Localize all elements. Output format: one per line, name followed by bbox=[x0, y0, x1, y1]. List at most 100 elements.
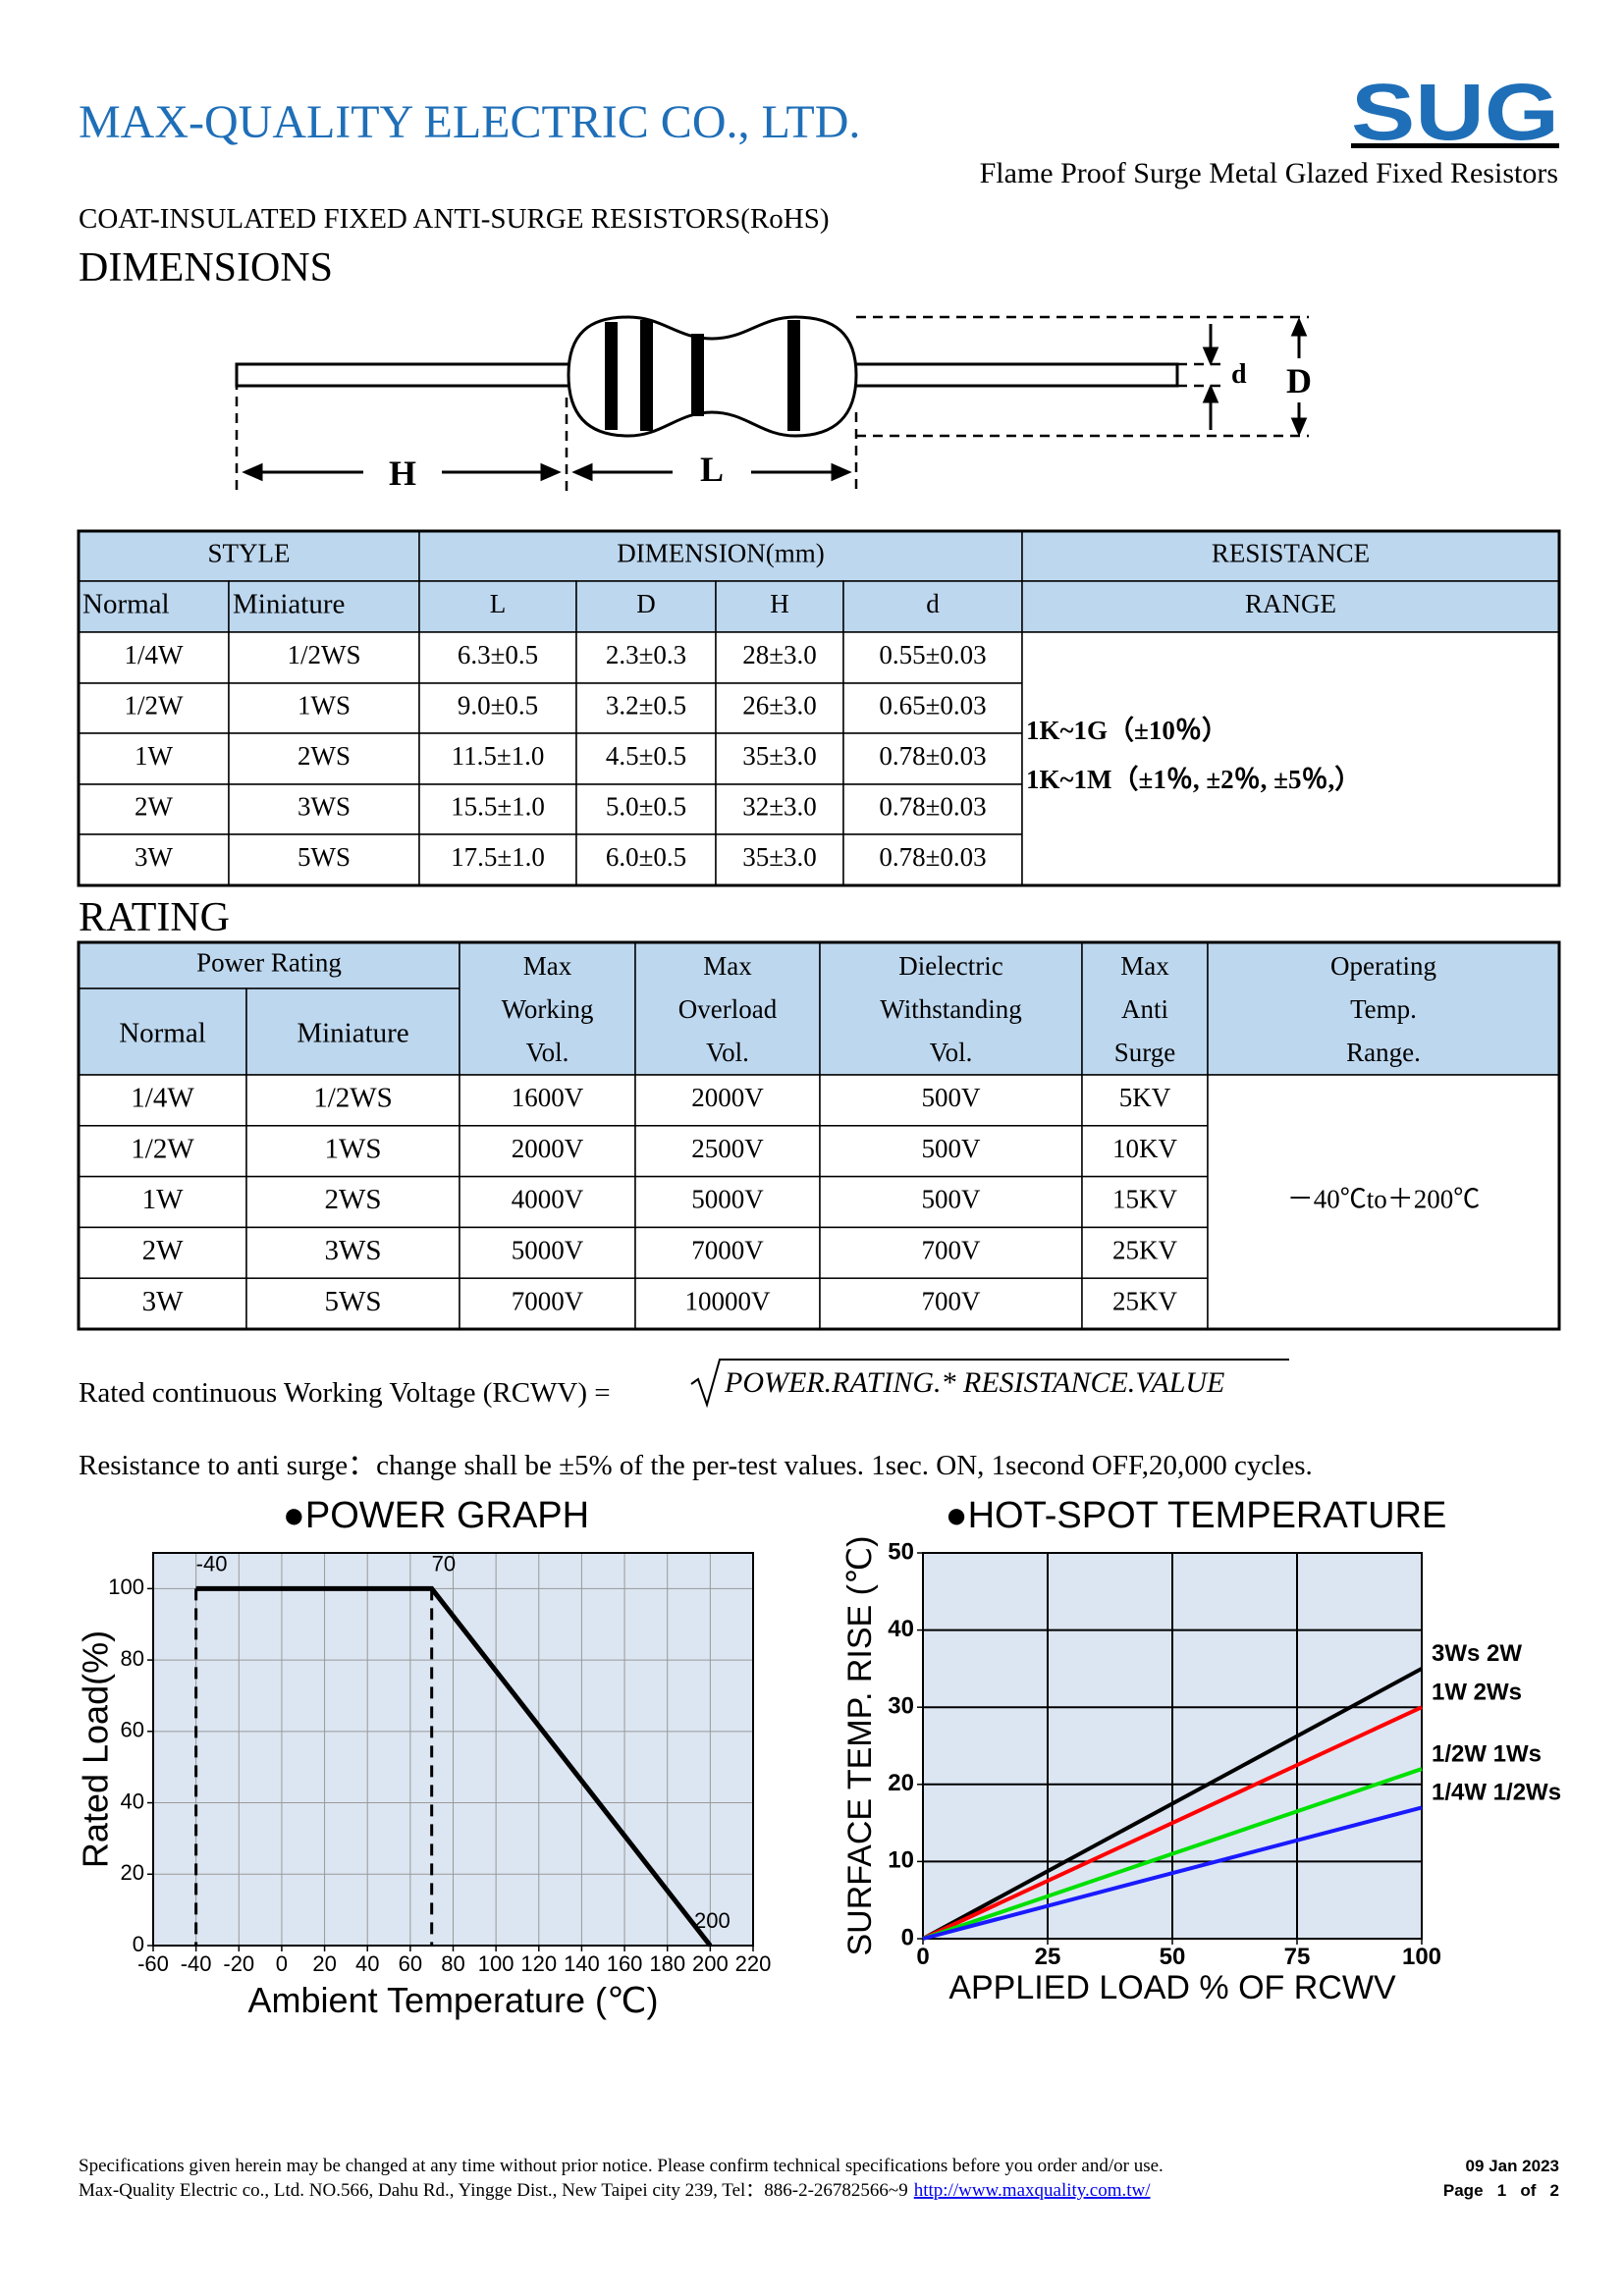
formula-lhs: Rated continuous Working Voltage (RCWV) … bbox=[79, 1377, 611, 1409]
y-tick-label: 100 bbox=[108, 1575, 144, 1599]
chart-title: ●POWER GRAPH bbox=[283, 1495, 589, 1536]
table-cell bbox=[575, 783, 717, 835]
cell-text: 25KV bbox=[1112, 1286, 1177, 1315]
header-text: Range. bbox=[1346, 1038, 1421, 1067]
table-cell bbox=[418, 580, 577, 633]
table-cell bbox=[245, 988, 460, 1076]
x-axis-label: APPLIED LOAD % OF RCWV bbox=[948, 1969, 1396, 2006]
table-cell bbox=[819, 1277, 1083, 1330]
cell-text: 11.5±1.0 bbox=[452, 741, 545, 771]
cell-text: 2.3±0.3 bbox=[606, 640, 686, 669]
table-cell bbox=[459, 1125, 636, 1178]
footer-text: Specifications given herein may be chang… bbox=[79, 2156, 1164, 2176]
table-cell bbox=[418, 833, 577, 886]
x-tick-label: 75 bbox=[1284, 1944, 1311, 1970]
cell-text: 1W bbox=[142, 1184, 185, 1215]
table-cell bbox=[634, 1226, 821, 1279]
cell-text: 10000V bbox=[685, 1286, 772, 1315]
y-tick-label: 40 bbox=[888, 1616, 914, 1642]
table-cell bbox=[418, 783, 577, 835]
table-cell bbox=[228, 580, 420, 633]
cell-text: 1W bbox=[135, 741, 174, 771]
footer-link[interactable]: http://www.maxquality.com.tw/ bbox=[914, 2180, 1152, 2201]
header-text: Overload bbox=[678, 994, 778, 1024]
table-cell bbox=[819, 1226, 1083, 1279]
table-cell bbox=[819, 1175, 1083, 1229]
header-text: Power Rating bbox=[196, 948, 342, 978]
cell-text: 15.5±1.0 bbox=[451, 792, 545, 822]
table-cell bbox=[78, 1175, 247, 1229]
cell-text: 5.0±0.5 bbox=[606, 792, 686, 822]
cell-text: 1WS bbox=[298, 691, 351, 721]
table-cell bbox=[819, 1074, 1083, 1127]
x-tick-label: 140 bbox=[564, 1951, 600, 1976]
table-cell bbox=[1207, 1074, 1560, 1330]
table-cell bbox=[842, 580, 1023, 633]
table-cell bbox=[819, 941, 1083, 1076]
header-text: Miniature bbox=[233, 589, 345, 620]
cell-text: 17.5±1.0 bbox=[451, 842, 545, 872]
header-text: Max bbox=[523, 951, 572, 981]
dim-label: L bbox=[700, 450, 724, 489]
cell-text: 5KV bbox=[1119, 1083, 1171, 1112]
series-line bbox=[195, 1585, 713, 1948]
cell-text: 35±3.0 bbox=[742, 842, 817, 872]
table-cell bbox=[842, 732, 1023, 785]
y-tick-label: 10 bbox=[888, 1847, 914, 1874]
cell-text: 9.0±0.5 bbox=[458, 691, 538, 721]
cell-text: 3W bbox=[142, 1286, 185, 1317]
table-cell bbox=[575, 732, 717, 785]
cell-text: 6.3±0.5 bbox=[458, 640, 538, 669]
series-line bbox=[922, 1767, 1423, 1941]
cell-text: 4000V bbox=[512, 1185, 584, 1214]
cell-text: 1600V bbox=[512, 1083, 584, 1112]
cell-text: 0.78±0.03 bbox=[879, 741, 986, 771]
table-cell bbox=[1021, 631, 1560, 886]
cell-text: 2WS bbox=[298, 741, 351, 771]
legend-label: 3Ws 2W bbox=[1432, 1640, 1522, 1667]
table-cell bbox=[78, 833, 230, 886]
legend-label: 1/2W 1Ws bbox=[1432, 1740, 1542, 1767]
table-cell bbox=[78, 1125, 247, 1178]
cell-text: 15KV bbox=[1112, 1185, 1177, 1214]
x-tick-label: 40 bbox=[355, 1951, 379, 1976]
cell-text: 2500V bbox=[691, 1134, 764, 1163]
cell-text: 4.5±0.5 bbox=[606, 741, 686, 771]
table-cell bbox=[78, 783, 230, 835]
header-text: L bbox=[490, 589, 507, 618]
cell-text: 3WS bbox=[325, 1235, 382, 1266]
header-text: Surge bbox=[1114, 1038, 1176, 1067]
cell-text: 5000V bbox=[691, 1185, 764, 1214]
cell-text: 32±3.0 bbox=[742, 792, 817, 822]
header-text: DIMENSION(mm) bbox=[617, 539, 824, 568]
annotation: -40 bbox=[196, 1551, 228, 1575]
note: Resistance to anti surge：change shall be… bbox=[79, 1450, 1313, 1481]
table-cell bbox=[245, 1226, 460, 1279]
header-text: Miniature bbox=[297, 1018, 408, 1049]
annotation: 70 bbox=[432, 1551, 456, 1575]
footer-date: 09 Jan 2023 bbox=[1466, 2157, 1559, 2175]
table-cell bbox=[1081, 1277, 1209, 1330]
y-tick-label: 40 bbox=[121, 1789, 144, 1813]
header-text: Dielectric bbox=[898, 951, 1002, 981]
x-tick-label: 100 bbox=[1402, 1944, 1441, 1970]
dim-label: H bbox=[389, 454, 416, 493]
cell-text: 10KV bbox=[1112, 1134, 1177, 1163]
x-tick-label: 20 bbox=[312, 1951, 336, 1976]
table-cell bbox=[1081, 1175, 1209, 1229]
section-heading: DIMENSIONS bbox=[79, 245, 333, 291]
x-tick-label: 0 bbox=[916, 1944, 929, 1970]
table-cell bbox=[245, 1277, 460, 1330]
legend-label: 1W 2Ws bbox=[1432, 1680, 1522, 1706]
header-text: Max bbox=[703, 951, 752, 981]
cell-text: 35±3.0 bbox=[742, 741, 817, 771]
sqrt-sign bbox=[690, 1359, 1289, 1409]
x-tick-label: -20 bbox=[223, 1951, 254, 1976]
header-text: Withstanding bbox=[880, 994, 1021, 1024]
x-tick-label: 60 bbox=[399, 1951, 422, 1976]
y-tick-label: 80 bbox=[121, 1646, 144, 1671]
x-axis-label: Ambient Temperature (℃) bbox=[248, 1980, 659, 2020]
cell-text: 1WS bbox=[325, 1133, 382, 1164]
series-line bbox=[922, 1805, 1423, 1941]
chart-title: ●HOT-SPOT TEMPERATURE bbox=[946, 1495, 1447, 1536]
